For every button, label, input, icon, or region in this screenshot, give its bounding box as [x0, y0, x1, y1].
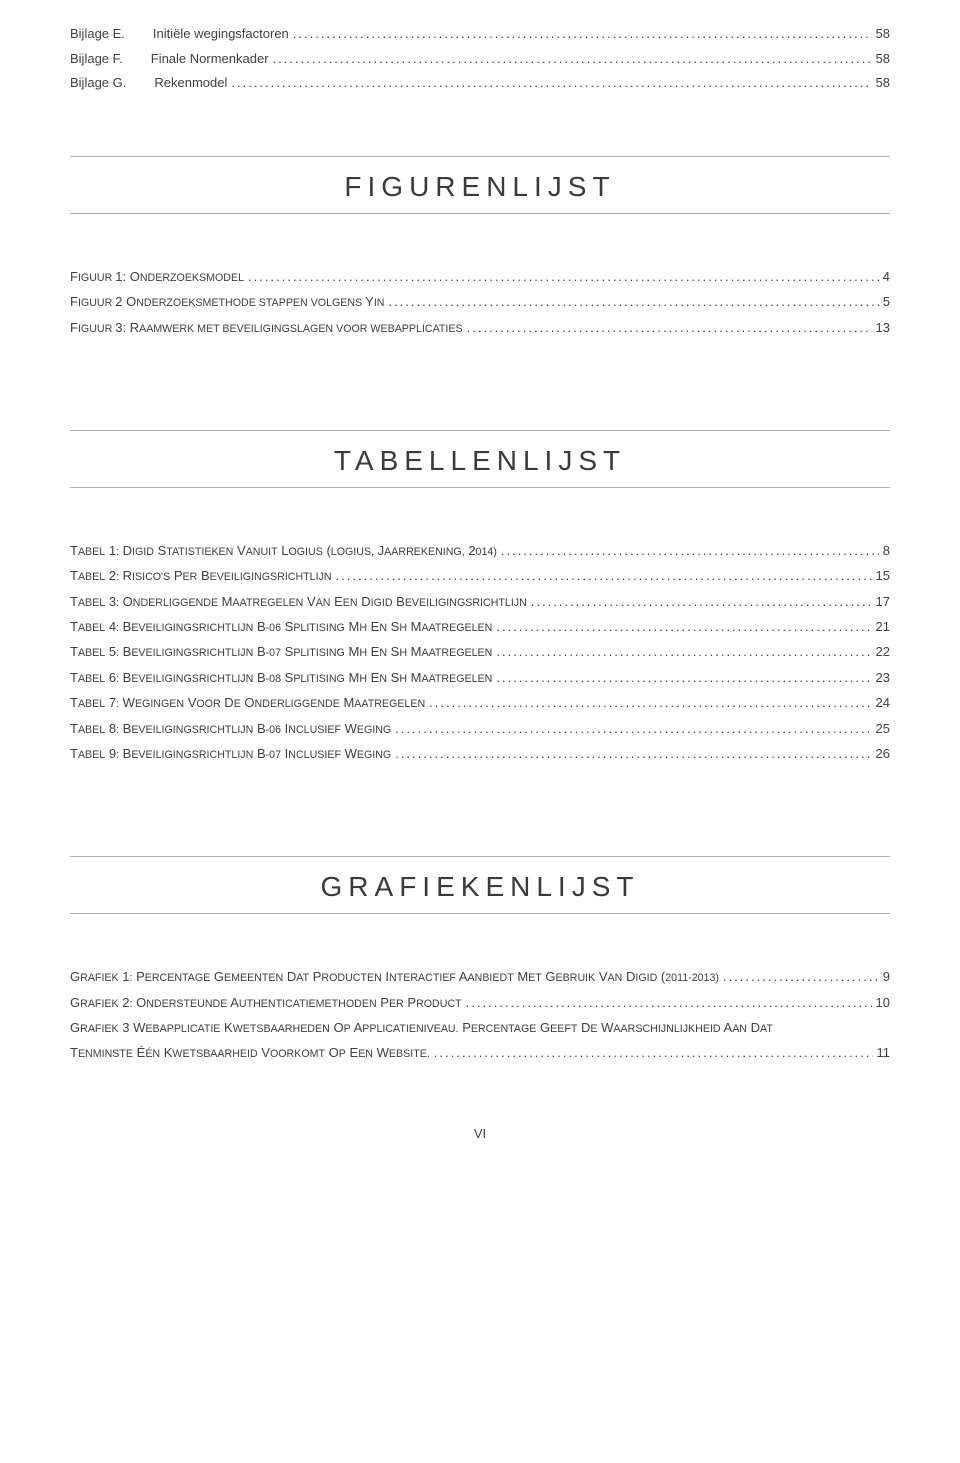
- entry-text: GRAFIEK 1: PERCENTAGE GEMEENTEN DAT PROD…: [70, 964, 719, 989]
- bijlage-title: Initiële wegingsfactoren: [125, 22, 289, 47]
- bijlage-row: Bijlage F.Finale Normenkader............…: [70, 47, 890, 72]
- entry-page: 11: [873, 1040, 891, 1065]
- entry-page: 8: [879, 538, 890, 563]
- entry-page: 4: [879, 264, 890, 289]
- tabellen-heading: TABELLENLIJST: [70, 430, 890, 488]
- bijlage-title: Finale Normenkader: [123, 47, 269, 72]
- leader-dots: ........................................…: [385, 289, 879, 314]
- entry-text: TABEL 7: WEGINGEN VOOR DE ONDERLIGGENDE …: [70, 690, 425, 715]
- leader-dots: ........................................…: [463, 315, 872, 340]
- bijlagen-list: Bijlage E.Initiële wegingsfactoren......…: [70, 22, 890, 96]
- entry-page: 9: [879, 964, 890, 989]
- list-item: TENMINSTE ÉÉN KWETSBAARHEID VOORKOMT OP …: [70, 1040, 890, 1065]
- entry-text: TABEL 9: BEVEILIGINGSRICHTLIJN B-07 INCL…: [70, 741, 391, 766]
- leader-dots: ........................................…: [462, 990, 872, 1015]
- bijlage-page: 58: [872, 71, 890, 96]
- leader-dots: ........................................…: [719, 964, 879, 989]
- leader-dots: ........................................…: [227, 71, 871, 96]
- grafieken-list: GRAFIEK 1: PERCENTAGE GEMEENTEN DAT PROD…: [70, 964, 890, 1065]
- entry-page: 26: [872, 741, 890, 766]
- list-item: FIGUUR 2 ONDERZOEKSMETHODE STAPPEN VOLGE…: [70, 289, 890, 314]
- entry-text: TABEL 3: ONDERLIGGENDE MAATREGELEN VAN E…: [70, 589, 527, 614]
- bijlage-row: Bijlage G.Rekenmodel....................…: [70, 71, 890, 96]
- list-item: TABEL 3: ONDERLIGGENDE MAATREGELEN VAN E…: [70, 589, 890, 614]
- bijlage-title: Rekenmodel: [126, 71, 227, 96]
- list-item: GRAFIEK 1: PERCENTAGE GEMEENTEN DAT PROD…: [70, 964, 890, 989]
- list-item: GRAFIEK 3 WEBAPPLICATIE KWETSBAARHEDEN O…: [70, 1015, 890, 1066]
- entry-text: TABEL 4: BEVEILIGINGSRICHTLIJN B-06 SPLI…: [70, 614, 492, 639]
- list-item: TABEL 7: WEGINGEN VOOR DE ONDERLIGGENDE …: [70, 690, 890, 715]
- entry-page: 17: [872, 589, 890, 614]
- list-item: TABEL 5: BEVEILIGINGSRICHTLIJN B-07 SPLI…: [70, 639, 890, 664]
- entry-text: TABEL 1: DIGID STATISTIEKEN VANUIT LOGIU…: [70, 538, 497, 563]
- list-item: FIGUUR 3: RAAMWERK MET BEVEILIGINGSLAGEN…: [70, 315, 890, 340]
- leader-dots: ........................................…: [244, 264, 879, 289]
- page-footer: VI: [70, 1126, 890, 1141]
- entry-page: 5: [879, 289, 890, 314]
- entry-text: FIGUUR 2 ONDERZOEKSMETHODE STAPPEN VOLGE…: [70, 289, 385, 314]
- list-item: TABEL 2: RISICO'S PER BEVEILIGINGSRICHTL…: [70, 563, 890, 588]
- entry-page: 25: [872, 716, 890, 741]
- figuren-heading: FIGURENLIJST: [70, 156, 890, 214]
- leader-dots: ........................................…: [492, 665, 871, 690]
- entry-page: 10: [872, 990, 890, 1015]
- entry-page: 24: [872, 690, 890, 715]
- bijlage-page: 58: [872, 22, 890, 47]
- leader-dots: ........................................…: [527, 589, 872, 614]
- tabellen-list: TABEL 1: DIGID STATISTIEKEN VANUIT LOGIU…: [70, 538, 890, 766]
- entry-text: TABEL 6: BEVEILIGINGSRICHTLIJN B-08 SPLI…: [70, 665, 492, 690]
- entry-page: 13: [872, 315, 890, 340]
- bijlage-page: 58: [872, 47, 890, 72]
- leader-dots: ........................................…: [425, 690, 871, 715]
- grafieken-heading: GRAFIEKENLIJST: [70, 856, 890, 914]
- leader-dots: ........................................…: [332, 563, 872, 588]
- figuren-list: FIGUUR 1: ONDERZOEKSMODEL...............…: [70, 264, 890, 340]
- bijlage-label: Bijlage F.: [70, 47, 123, 72]
- leader-dots: ........................................…: [289, 22, 872, 47]
- leader-dots: ........................................…: [430, 1040, 873, 1065]
- list-item: TABEL 6: BEVEILIGINGSRICHTLIJN B-08 SPLI…: [70, 665, 890, 690]
- leader-dots: ........................................…: [269, 47, 872, 72]
- leader-dots: ........................................…: [391, 716, 871, 741]
- entry-page: 21: [872, 614, 890, 639]
- list-item: GRAFIEK 2: ONDERSTEUNDE AUTHENTICATIEMET…: [70, 990, 890, 1015]
- entry-page: 23: [872, 665, 890, 690]
- entry-text: TABEL 8: BEVEILIGINGSRICHTLIJN B-06 INCL…: [70, 716, 391, 741]
- list-item: TABEL 1: DIGID STATISTIEKEN VANUIT LOGIU…: [70, 538, 890, 563]
- entry-text: TABEL 5: BEVEILIGINGSRICHTLIJN B-07 SPLI…: [70, 639, 492, 664]
- leader-dots: ........................................…: [492, 614, 871, 639]
- leader-dots: ........................................…: [492, 639, 871, 664]
- list-item: FIGUUR 1: ONDERZOEKSMODEL...............…: [70, 264, 890, 289]
- entry-text: GRAFIEK 3 WEBAPPLICATIE KWETSBAARHEDEN O…: [70, 1020, 773, 1035]
- entry-page: 22: [872, 639, 890, 664]
- bijlage-label: Bijlage E.: [70, 22, 125, 47]
- list-item: TABEL 8: BEVEILIGINGSRICHTLIJN B-06 INCL…: [70, 716, 890, 741]
- bijlage-row: Bijlage E.Initiële wegingsfactoren......…: [70, 22, 890, 47]
- bijlage-label: Bijlage G.: [70, 71, 126, 96]
- entry-text: FIGUUR 1: ONDERZOEKSMODEL: [70, 264, 244, 289]
- entry-text: TABEL 2: RISICO'S PER BEVEILIGINGSRICHTL…: [70, 563, 332, 588]
- entry-text: GRAFIEK 2: ONDERSTEUNDE AUTHENTICATIEMET…: [70, 990, 462, 1015]
- entry-text-cont: TENMINSTE ÉÉN KWETSBAARHEID VOORKOMT OP …: [70, 1040, 430, 1065]
- list-item: TABEL 9: BEVEILIGINGSRICHTLIJN B-07 INCL…: [70, 741, 890, 766]
- entry-page: 15: [872, 563, 890, 588]
- entry-text: FIGUUR 3: RAAMWERK MET BEVEILIGINGSLAGEN…: [70, 315, 463, 340]
- leader-dots: ........................................…: [497, 538, 879, 563]
- leader-dots: ........................................…: [391, 741, 871, 766]
- list-item: TABEL 4: BEVEILIGINGSRICHTLIJN B-06 SPLI…: [70, 614, 890, 639]
